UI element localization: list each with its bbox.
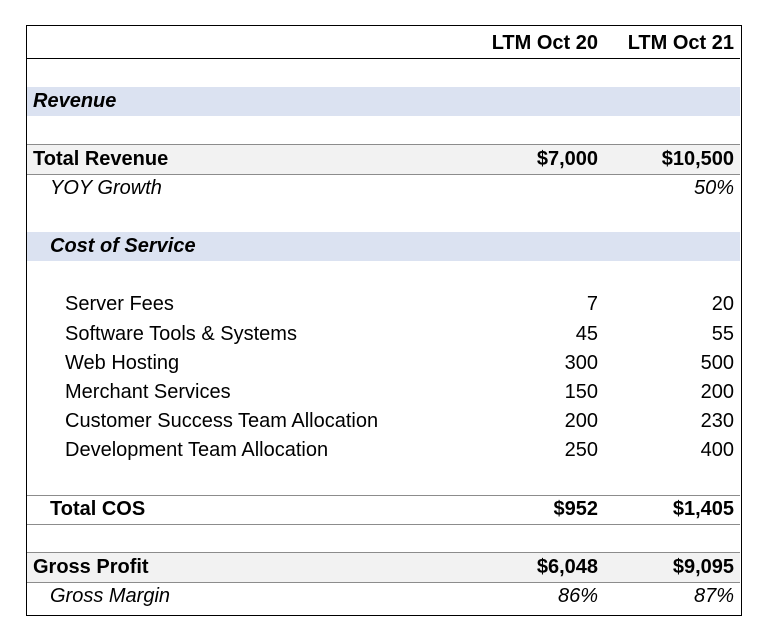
yoy-growth-row: YOY Growth 50%	[27, 174, 740, 203]
value-ltm-oct-20: 45	[575, 323, 598, 345]
row-label: Software Tools & Systems	[65, 323, 297, 345]
total-cos-row: Total COS $952 $1,405	[27, 495, 740, 524]
table-row: Development Team Allocation 250 400	[27, 436, 740, 465]
value-ltm-oct-21: 87%	[693, 585, 734, 607]
total-revenue-row: Total Revenue $7,000 $10,500	[27, 145, 740, 174]
header-col-ltm-oct-21: LTM Oct 21	[627, 32, 734, 54]
divider	[27, 582, 740, 583]
value-ltm-oct-21: 400	[700, 439, 734, 461]
row-label: Customer Success Team Allocation	[65, 410, 379, 432]
value-ltm-oct-20: $952	[553, 498, 599, 520]
value-ltm-oct-20: $6,048	[536, 556, 598, 578]
row-label: Total Revenue	[33, 148, 169, 170]
row-label: Web Hosting	[65, 352, 180, 374]
table-row: Customer Success Team Allocation 200 230	[27, 407, 740, 436]
divider	[27, 552, 740, 553]
value-ltm-oct-21: $10,500	[661, 148, 734, 170]
table-row: Merchant Services 150 200	[27, 378, 740, 407]
value-ltm-oct-20: 300	[564, 352, 598, 374]
value-ltm-oct-21: $1,405	[672, 498, 734, 520]
value-ltm-oct-21: $9,095	[672, 556, 734, 578]
financial-table: LTM Oct 20 LTM Oct 21 Revenue Total Reve…	[26, 25, 742, 616]
value-ltm-oct-20: 200	[564, 410, 598, 432]
divider	[27, 524, 740, 525]
row-label: Gross Margin	[50, 585, 171, 607]
row-label: Merchant Services	[65, 381, 231, 403]
table-row: Server Fees 7 20	[27, 290, 740, 319]
table-row: Software Tools & Systems 45 55	[27, 320, 740, 349]
row-label: Gross Profit	[33, 556, 149, 578]
section-title: Revenue	[33, 90, 117, 112]
value-ltm-oct-20: 86%	[557, 585, 598, 607]
header-rule	[27, 58, 740, 59]
row-label: Total COS	[50, 498, 146, 520]
header-col-ltm-oct-20: LTM Oct 20	[491, 32, 598, 54]
gross-margin-row: Gross Margin 86% 87%	[27, 582, 740, 611]
value-ltm-oct-21: 20	[711, 293, 734, 315]
section-title: Cost of Service	[50, 235, 196, 257]
row-label: Development Team Allocation	[65, 439, 329, 461]
value-ltm-oct-21: 230	[700, 410, 734, 432]
header-row: LTM Oct 20 LTM Oct 21	[27, 29, 740, 58]
row-label: Server Fees	[65, 293, 174, 315]
section-revenue: Revenue	[27, 87, 740, 116]
divider	[27, 144, 740, 145]
value-ltm-oct-21: 200	[700, 381, 734, 403]
divider	[27, 174, 740, 175]
table-row: Web Hosting 300 500	[27, 349, 740, 378]
value-ltm-oct-21: 50%	[693, 177, 734, 199]
value-ltm-oct-20: $7,000	[536, 148, 598, 170]
row-label: YOY Growth	[50, 177, 162, 199]
value-ltm-oct-21: 55	[711, 323, 734, 345]
value-ltm-oct-21: 500	[700, 352, 734, 374]
gross-profit-row: Gross Profit $6,048 $9,095	[27, 553, 740, 582]
value-ltm-oct-20: 250	[564, 439, 598, 461]
value-ltm-oct-20: 150	[564, 381, 598, 403]
divider	[27, 495, 740, 496]
section-cost-of-service: Cost of Service	[27, 232, 740, 261]
value-ltm-oct-20: 7	[586, 293, 598, 315]
